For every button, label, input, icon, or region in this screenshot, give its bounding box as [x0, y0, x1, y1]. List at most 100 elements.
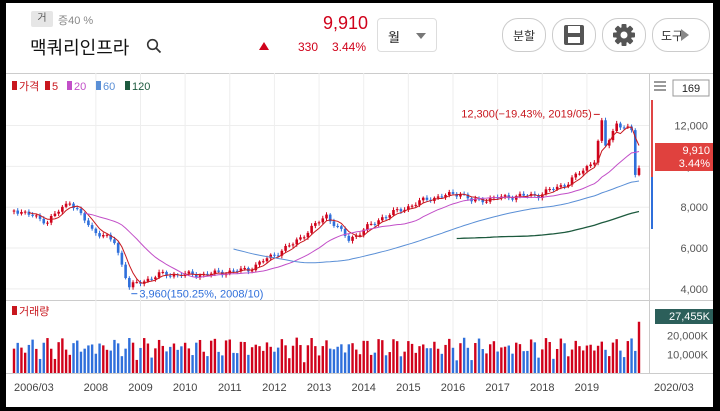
candle-body	[351, 236, 354, 241]
volume-bar	[403, 351, 406, 373]
candle-body	[83, 213, 86, 221]
volume-bar	[529, 339, 533, 373]
candle-body	[436, 196, 440, 198]
candle-body	[113, 239, 116, 244]
volume-bar	[492, 341, 496, 373]
candle-body	[87, 220, 90, 226]
volume-bar	[295, 337, 298, 373]
volume-bar	[329, 348, 332, 373]
volume-bar	[102, 345, 105, 373]
candle-body	[388, 215, 392, 218]
volume-bar	[27, 344, 31, 373]
volume-bar	[157, 339, 161, 373]
candle-body	[358, 234, 362, 236]
volume-bar	[336, 346, 339, 373]
volume-bar	[325, 340, 328, 373]
volume-bar	[533, 342, 537, 373]
volume-bar	[131, 342, 135, 373]
candle-body	[198, 275, 202, 278]
period-label: 월	[388, 30, 400, 45]
volume-bar	[522, 351, 525, 373]
volume-bar	[381, 340, 384, 373]
candle-body	[410, 205, 414, 207]
price-tick-label: 8,000	[680, 202, 708, 214]
candle-body	[265, 258, 269, 262]
volume-bar	[38, 358, 42, 373]
volume-bar	[407, 341, 410, 373]
volume-bar	[474, 343, 477, 373]
candle-body	[604, 120, 607, 146]
tools-button[interactable]: 도구	[652, 18, 710, 52]
volume-bar	[548, 342, 551, 373]
volume-bar	[355, 349, 358, 373]
candle-body	[239, 268, 243, 272]
volume-bar	[459, 343, 462, 373]
split-button[interactable]: 분할	[502, 18, 546, 52]
date-tick-label: 2016	[441, 382, 465, 394]
candle-body	[302, 237, 306, 239]
candle-body	[299, 237, 302, 240]
legend-swatch	[45, 81, 50, 90]
candle-body	[72, 203, 75, 209]
stock-header: 거 증40 % 맥쿼리인프라 9,910 330 3.44% 월 분할	[6, 3, 713, 73]
candle-body	[98, 233, 101, 237]
volume-bar	[596, 345, 600, 373]
volume-bar	[61, 338, 64, 373]
volume-bar	[76, 340, 79, 373]
volume-bar	[154, 348, 157, 373]
volume-bar	[511, 353, 514, 373]
period-select[interactable]: 월	[377, 18, 437, 52]
candle-body	[235, 270, 239, 272]
settings-button[interactable]	[602, 18, 646, 52]
candle-body	[306, 232, 310, 238]
volume-bar	[236, 353, 239, 373]
legend-label: 가격	[19, 80, 39, 93]
candle-body	[474, 198, 477, 202]
candle-body	[35, 215, 38, 217]
volume-bar	[358, 354, 362, 373]
volume-bar	[42, 342, 45, 373]
high-price-annotation: 12,300(−19.43%, 2019/05)	[461, 108, 592, 120]
arrow-right-icon	[681, 29, 689, 41]
current-price-label: 9,910	[682, 145, 710, 157]
volume-bar	[195, 342, 198, 373]
volume-bar	[332, 349, 336, 373]
volume-bar	[269, 346, 272, 373]
volume-bar	[213, 338, 217, 373]
price-tick-label: 6,000	[680, 243, 708, 255]
volume-bar	[377, 339, 380, 373]
ma-60-line	[233, 180, 640, 264]
candle-body	[232, 270, 235, 272]
candle-body	[514, 196, 518, 200]
volume-bar	[626, 341, 630, 373]
volume-bar	[589, 344, 592, 373]
save-button[interactable]	[552, 18, 596, 52]
volume-bar	[414, 352, 417, 373]
volume-bar	[418, 346, 421, 373]
volume-bar	[94, 353, 98, 373]
candle-body	[421, 197, 425, 201]
candle-body	[481, 198, 485, 203]
volume-bar	[544, 338, 548, 373]
tools-button-label: 도구	[661, 29, 684, 43]
price-chart[interactable]: 12,00010,0008,0006,0004,0002006/03200820…	[6, 73, 713, 407]
volume-bar	[113, 339, 116, 373]
candle-body	[157, 272, 161, 278]
candle-body	[369, 223, 373, 225]
price-range-bar-down	[651, 177, 653, 229]
search-icon[interactable]	[146, 38, 162, 54]
volume-bar	[343, 352, 347, 373]
candle-body	[142, 281, 146, 284]
volume-bar	[302, 362, 306, 373]
date-tick-label: 2013	[307, 382, 331, 394]
candle-body	[213, 270, 217, 274]
volume-bar	[462, 337, 466, 373]
candle-body	[503, 195, 507, 197]
volume-bar	[425, 348, 429, 373]
volume-bar	[180, 346, 183, 373]
volume-bar	[120, 356, 124, 373]
candle-body	[42, 218, 46, 224]
price-tick-label: 12,000	[674, 121, 708, 133]
candle-body	[585, 166, 589, 171]
volume-bar	[429, 348, 432, 373]
